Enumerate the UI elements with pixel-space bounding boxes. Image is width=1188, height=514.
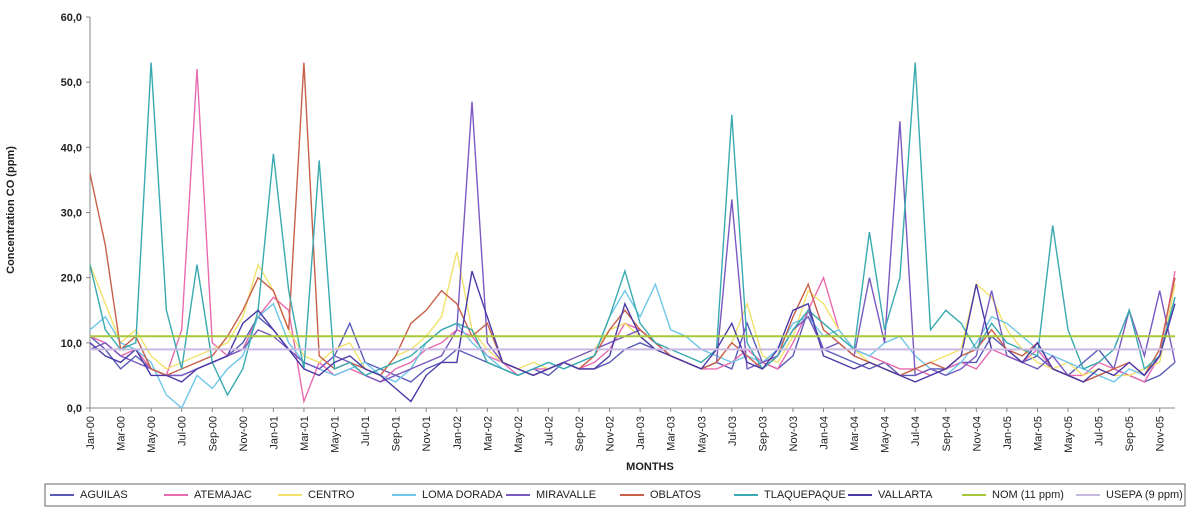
x-tick-label: Nov-02 bbox=[605, 416, 617, 451]
x-tick-label: Sep-02 bbox=[574, 416, 586, 451]
legend-label: NOM (11 ppm) bbox=[992, 489, 1064, 501]
series-line bbox=[89, 62, 1176, 383]
x-tick-label: Jan-03 bbox=[635, 416, 647, 450]
x-tick-label: Nov-01 bbox=[421, 416, 433, 451]
y-tick-label: 30,0 bbox=[61, 208, 82, 220]
series-line bbox=[89, 251, 1176, 377]
legend-label: CENTRO bbox=[308, 489, 355, 501]
series-line bbox=[89, 101, 1176, 383]
x-tick-label: Jan-05 bbox=[1002, 416, 1014, 450]
x-tick-label: Sep-01 bbox=[391, 416, 403, 451]
x-tick-label: Mar-02 bbox=[482, 416, 494, 451]
x-tick-label: Jul-01 bbox=[360, 416, 372, 446]
x-tick-label: Jan-01 bbox=[268, 416, 280, 450]
x-tick-label: Jan-04 bbox=[819, 416, 831, 450]
x-tick-label: Mar-00 bbox=[116, 416, 128, 451]
x-tick-label: Sep-04 bbox=[941, 416, 953, 451]
series-line bbox=[89, 62, 1176, 397]
legend-label: OBLATOS bbox=[650, 489, 701, 501]
y-tick-label: 50,0 bbox=[61, 77, 82, 89]
legend-label: AGUILAS bbox=[80, 489, 128, 501]
x-tick-label: Jul-03 bbox=[727, 416, 739, 446]
y-tick-label: 60,0 bbox=[61, 12, 82, 24]
x-tick-label: Jul-05 bbox=[1094, 416, 1106, 446]
y-tick-label: 20,0 bbox=[61, 273, 82, 285]
x-tick-label: Sep-00 bbox=[207, 416, 219, 451]
x-tick-label: May-00 bbox=[146, 416, 158, 453]
x-tick-label: Sep-03 bbox=[757, 416, 769, 451]
legend-label: ATEMAJAC bbox=[194, 489, 252, 501]
x-tick-label: Mar-03 bbox=[666, 416, 678, 451]
y-tick-label: 10,0 bbox=[61, 338, 82, 350]
x-tick-label: Sep-05 bbox=[1124, 416, 1136, 451]
x-axis-title: MONTHS bbox=[626, 461, 674, 473]
y-tick-label: 40,0 bbox=[61, 142, 82, 154]
x-tick-label: Jan-00 bbox=[85, 416, 97, 450]
x-tick-label: May-01 bbox=[330, 416, 342, 453]
x-tick-label: May-02 bbox=[513, 416, 525, 453]
x-tick-label: Jan-02 bbox=[452, 416, 464, 450]
x-tick-label: Mar-05 bbox=[1032, 416, 1044, 451]
legend-label: USEPA (9 ppm) bbox=[1106, 489, 1183, 501]
x-tick-label: May-05 bbox=[1063, 416, 1075, 453]
y-tick-label: 0,0 bbox=[67, 403, 82, 415]
y-axis-title: Concentration CO (ppm) bbox=[5, 146, 17, 274]
series-line bbox=[89, 282, 1176, 410]
x-tick-label: Nov-05 bbox=[1155, 416, 1167, 451]
legend-box bbox=[44, 483, 1186, 507]
x-tick-label: Mar-01 bbox=[299, 416, 311, 451]
x-tick-label: Jul-02 bbox=[543, 416, 555, 446]
legend-label: VALLARTA bbox=[878, 489, 933, 501]
legend-label: MIRAVALLE bbox=[536, 489, 596, 501]
x-tick-label: Jul-04 bbox=[910, 416, 922, 446]
x-tick-label: May-03 bbox=[696, 416, 708, 453]
x-tick-label: May-04 bbox=[880, 416, 892, 453]
x-tick-label: Nov-00 bbox=[238, 416, 250, 451]
x-tick-label: Jul-00 bbox=[177, 416, 189, 446]
legend-label: TLAQUEPAQUE bbox=[764, 489, 846, 501]
x-tick-label: Nov-04 bbox=[971, 416, 983, 451]
x-tick-label: Nov-03 bbox=[788, 416, 800, 451]
x-tick-label: Mar-04 bbox=[849, 416, 861, 451]
series-line bbox=[89, 69, 1176, 405]
legend-label: LOMA DORADA bbox=[422, 489, 503, 501]
